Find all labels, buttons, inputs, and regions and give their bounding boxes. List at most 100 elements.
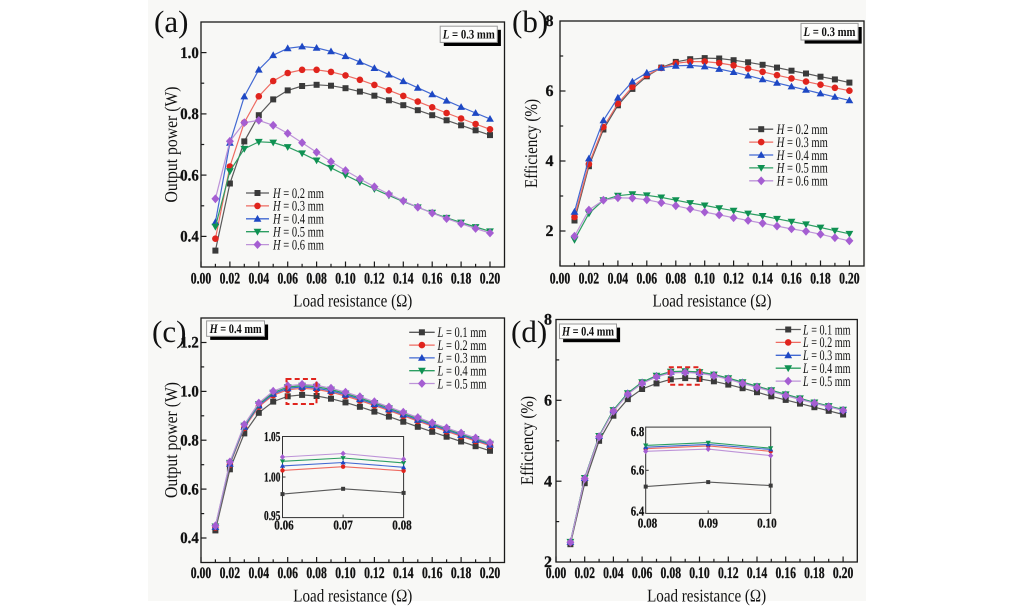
svg-text:0.6: 0.6 xyxy=(180,167,199,184)
svg-text:0.16: 0.16 xyxy=(422,565,443,582)
svg-text:0.12: 0.12 xyxy=(364,271,385,288)
svg-text:Efficiency (%): Efficiency (%) xyxy=(517,396,537,485)
svg-text:L = 0.2 mm: L = 0.2 mm xyxy=(802,335,851,351)
svg-text:0.06: 0.06 xyxy=(274,518,294,533)
svg-text:0.16: 0.16 xyxy=(775,565,796,582)
svg-text:(d): (d) xyxy=(511,314,547,349)
svg-text:H = 0.4 mm: H = 0.4 mm xyxy=(209,321,262,336)
svg-text:0.95: 0.95 xyxy=(264,508,280,523)
svg-text:L = 0.3 mm: L = 0.3 mm xyxy=(802,348,851,364)
svg-text:6.6: 6.6 xyxy=(631,463,645,478)
svg-text:L = 0.1 mm: L = 0.1 mm xyxy=(437,325,487,341)
svg-text:H = 0.6 mm: H = 0.6 mm xyxy=(272,237,324,253)
svg-text:1.0: 1.0 xyxy=(180,45,199,62)
svg-text:0.20: 0.20 xyxy=(480,271,501,288)
svg-text:0.10: 0.10 xyxy=(694,271,715,288)
svg-text:0.00: 0.00 xyxy=(191,565,212,582)
svg-text:H = 0.4 mm: H = 0.4 mm xyxy=(272,212,324,228)
svg-text:(b): (b) xyxy=(512,4,548,39)
svg-text:0.18: 0.18 xyxy=(451,565,472,582)
svg-text:2: 2 xyxy=(544,554,552,571)
svg-text:0.10: 0.10 xyxy=(335,565,356,582)
svg-text:H = 0.2 mm: H = 0.2 mm xyxy=(776,122,828,138)
svg-text:H = 0.3 mm: H = 0.3 mm xyxy=(776,135,828,151)
svg-text:0.06: 0.06 xyxy=(277,565,298,582)
svg-text:0.14: 0.14 xyxy=(752,271,773,288)
svg-text:0.8: 0.8 xyxy=(180,432,199,449)
svg-text:H = 0.5 mm: H = 0.5 mm xyxy=(776,161,828,177)
svg-text:0.04: 0.04 xyxy=(249,565,270,582)
svg-text:1.0: 1.0 xyxy=(180,384,199,401)
svg-text:L = 0.1 mm: L = 0.1 mm xyxy=(802,322,851,338)
svg-text:0.08: 0.08 xyxy=(306,271,327,288)
svg-text:(a): (a) xyxy=(154,4,188,39)
svg-text:L = 0.5 mm: L = 0.5 mm xyxy=(437,376,487,392)
svg-text:0.12: 0.12 xyxy=(723,271,744,288)
svg-text:Output power (W): Output power (W) xyxy=(161,87,181,203)
svg-text:0.08: 0.08 xyxy=(638,516,658,531)
svg-text:0.20: 0.20 xyxy=(833,565,854,582)
svg-text:0.18: 0.18 xyxy=(810,271,831,288)
svg-text:6: 6 xyxy=(546,83,554,100)
svg-text:0.4: 0.4 xyxy=(180,229,199,246)
svg-text:H = 0.2 mm: H = 0.2 mm xyxy=(272,186,324,202)
svg-text:0.16: 0.16 xyxy=(781,271,802,288)
svg-text:2: 2 xyxy=(546,223,554,240)
svg-text:6.4: 6.4 xyxy=(631,503,645,518)
svg-text:0.09: 0.09 xyxy=(698,516,718,531)
svg-text:0.02: 0.02 xyxy=(220,565,241,582)
svg-text:0.14: 0.14 xyxy=(393,565,414,582)
svg-text:L = 0.4 mm: L = 0.4 mm xyxy=(437,364,487,380)
svg-text:0.04: 0.04 xyxy=(603,565,624,582)
svg-text:H = 0.5 mm: H = 0.5 mm xyxy=(272,225,324,241)
svg-text:0.08: 0.08 xyxy=(661,565,682,582)
svg-text:0.18: 0.18 xyxy=(804,565,825,582)
svg-text:0.10: 0.10 xyxy=(757,516,777,531)
svg-text:L = 0.3 mm: L = 0.3 mm xyxy=(437,351,487,367)
svg-text:Load resistance (Ω): Load resistance (Ω) xyxy=(647,586,766,606)
svg-text:6.8: 6.8 xyxy=(631,424,645,439)
svg-text:0.07: 0.07 xyxy=(333,518,353,533)
svg-text:H = 0.3 mm: H = 0.3 mm xyxy=(272,199,324,215)
svg-text:L = 0.3 mm: L = 0.3 mm xyxy=(442,27,495,42)
svg-text:0.08: 0.08 xyxy=(306,565,327,582)
svg-text:0.04: 0.04 xyxy=(608,271,629,288)
svg-text:L = 0.5 mm: L = 0.5 mm xyxy=(802,374,851,390)
svg-text:0.06: 0.06 xyxy=(277,271,298,288)
svg-text:1.05: 1.05 xyxy=(264,429,280,444)
svg-text:L = 0.2 mm: L = 0.2 mm xyxy=(437,338,487,354)
svg-text:0.18: 0.18 xyxy=(451,271,472,288)
svg-text:0.00: 0.00 xyxy=(550,271,571,288)
svg-text:8: 8 xyxy=(546,13,554,30)
svg-text:0.04: 0.04 xyxy=(249,271,270,288)
svg-text:0.02: 0.02 xyxy=(574,565,595,582)
svg-text:0.12: 0.12 xyxy=(718,565,739,582)
svg-text:0.10: 0.10 xyxy=(335,271,356,288)
svg-text:Load resistance (Ω): Load resistance (Ω) xyxy=(293,586,412,606)
svg-text:1.00: 1.00 xyxy=(264,469,280,484)
svg-text:0.00: 0.00 xyxy=(546,565,567,582)
svg-text:L = 0.3 mm: L = 0.3 mm xyxy=(803,24,856,39)
svg-text:0.8: 0.8 xyxy=(180,106,199,123)
svg-text:L = 0.4 mm: L = 0.4 mm xyxy=(802,361,851,377)
svg-text:4: 4 xyxy=(544,473,552,490)
svg-text:0.20: 0.20 xyxy=(480,565,501,582)
svg-text:H = 0.4 mm: H = 0.4 mm xyxy=(776,148,828,164)
svg-text:0.06: 0.06 xyxy=(632,565,653,582)
svg-text:Load resistance (Ω): Load resistance (Ω) xyxy=(653,291,772,311)
svg-text:0.08: 0.08 xyxy=(392,518,412,533)
svg-text:0.06: 0.06 xyxy=(637,271,658,288)
svg-text:0.02: 0.02 xyxy=(220,271,241,288)
svg-text:(c): (c) xyxy=(152,314,186,349)
svg-text:0.00: 0.00 xyxy=(191,271,212,288)
svg-text:0.4: 0.4 xyxy=(180,530,199,547)
svg-text:0.08: 0.08 xyxy=(666,271,687,288)
svg-text:0.14: 0.14 xyxy=(393,271,414,288)
svg-text:0.02: 0.02 xyxy=(579,271,600,288)
svg-text:0.6: 0.6 xyxy=(180,481,199,498)
svg-text:Load resistance (Ω): Load resistance (Ω) xyxy=(293,291,412,311)
svg-text:H = 0.4 mm: H = 0.4 mm xyxy=(561,324,614,339)
svg-text:8: 8 xyxy=(544,312,552,329)
svg-text:0.20: 0.20 xyxy=(839,271,860,288)
svg-text:4: 4 xyxy=(546,153,554,170)
